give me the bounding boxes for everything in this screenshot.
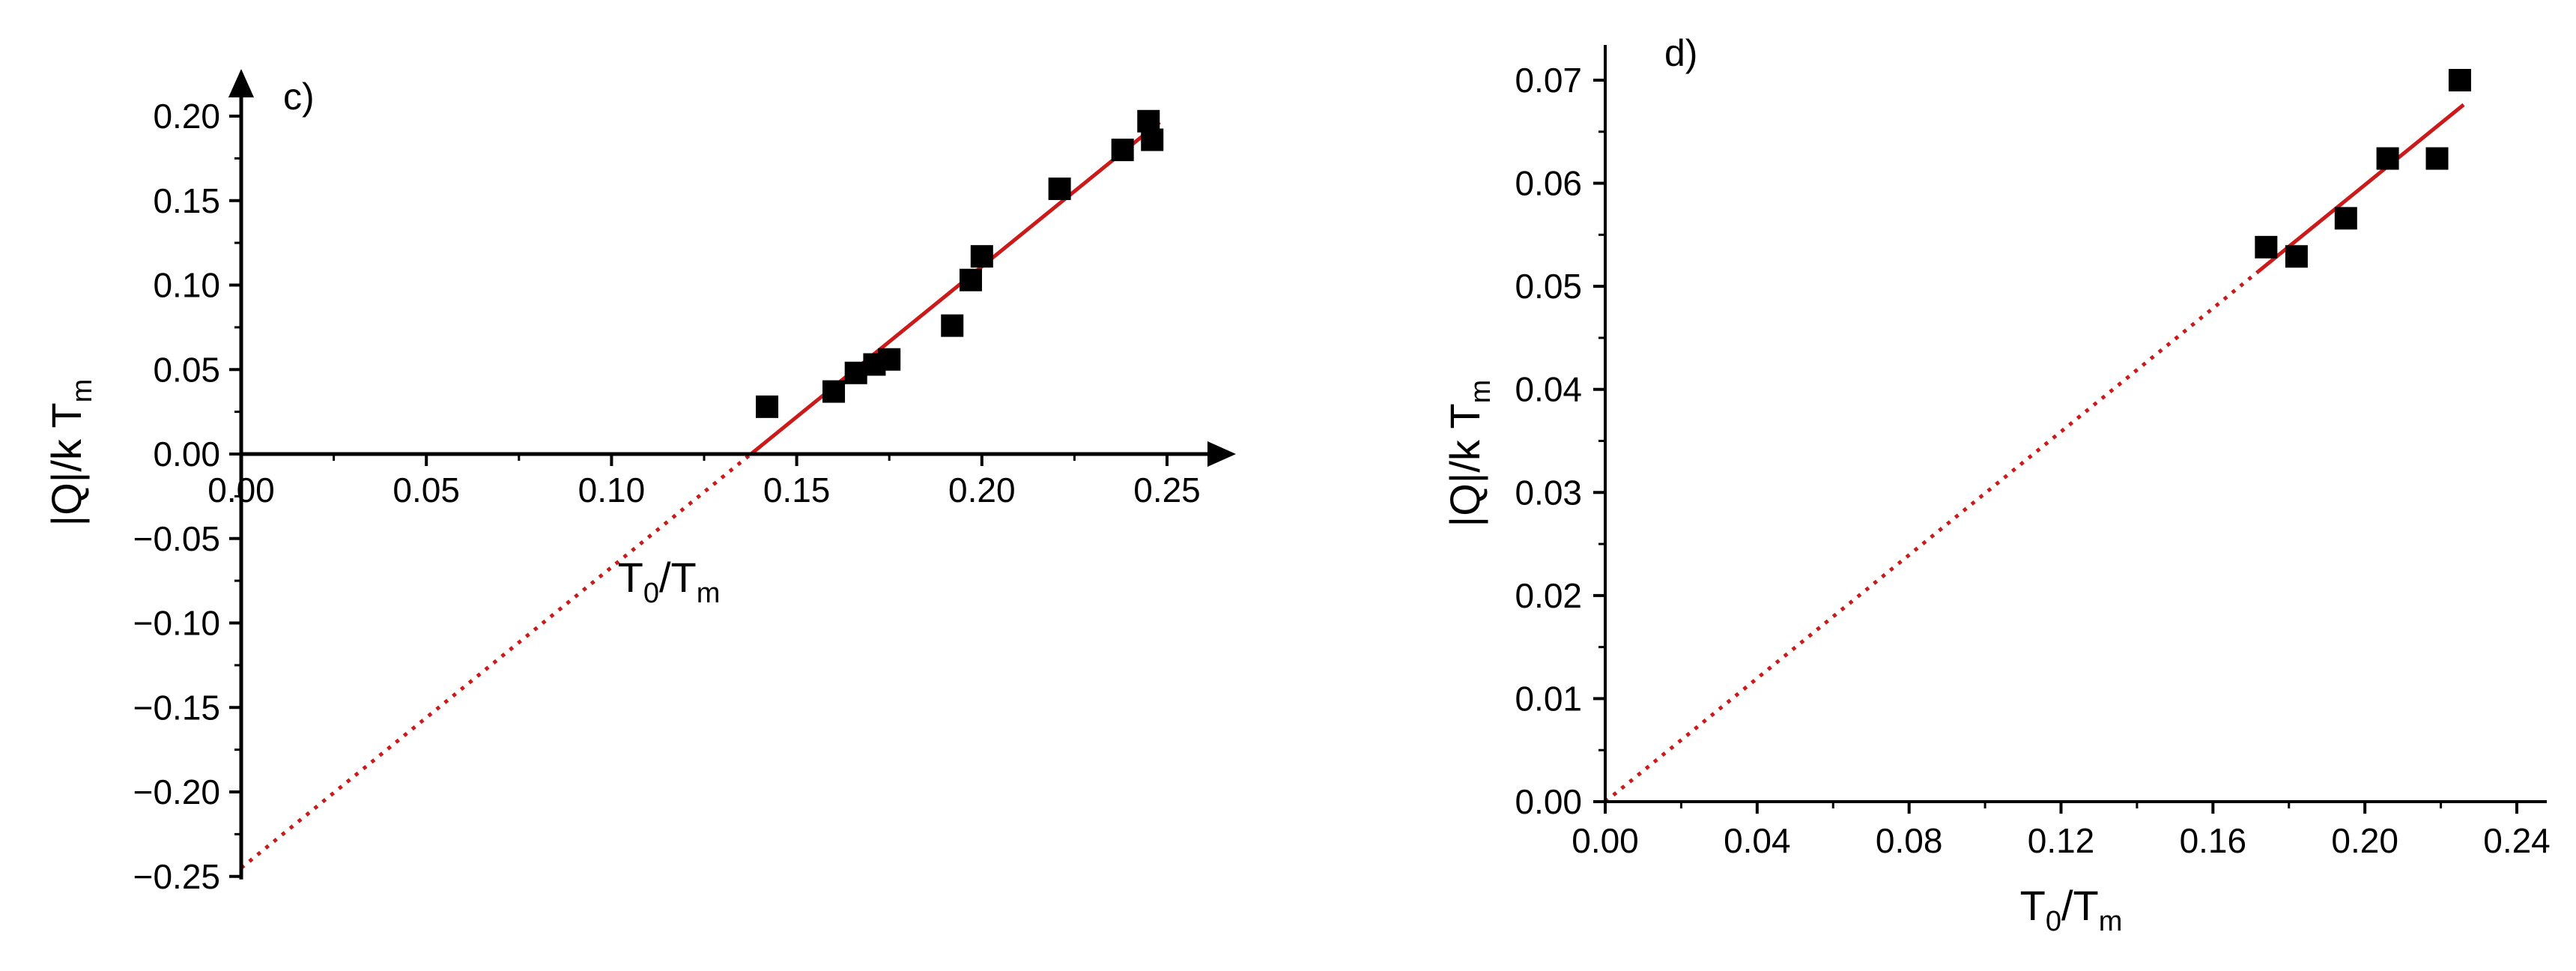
x-tick-label-c: 0.10	[578, 471, 646, 509]
x-tick-label-d: 0.08	[1876, 821, 1943, 860]
x-tick-label-d: 0.04	[1724, 821, 1791, 860]
panel-c: c) −0.25 −0.20 −0.15 −0.10 −0.05 0.00 0.05 0.10…	[43, 69, 1236, 896]
x-tick-label-c: 0.15	[763, 471, 831, 509]
fit-line-c	[749, 121, 1161, 456]
data-point-d	[2334, 207, 2357, 230]
data-point-c	[1111, 139, 1134, 162]
x-tick-label-c: 0.00	[207, 471, 275, 509]
x-axis-title-d: T0/Tm	[2020, 882, 2123, 937]
y-tick-label-d: 0.05	[1515, 267, 1582, 306]
y-tick-label-c: −0.05	[133, 519, 220, 558]
y-axis-title-d: |Q|/k Tm	[1441, 380, 1497, 527]
x-tick-label-d: 0.16	[2180, 821, 2247, 860]
y-tick-label-c: 0.10	[153, 266, 220, 305]
y-tick-label-d: 0.03	[1515, 473, 1582, 512]
x-tick-label-c: 0.05	[393, 471, 460, 509]
data-point-c	[970, 245, 993, 268]
panel-label-c: c)	[283, 76, 315, 118]
y-tick-label-c: 0.05	[153, 350, 220, 389]
y-tick-label-c: 0.00	[153, 435, 220, 474]
y-tick-label-d: 0.02	[1515, 576, 1582, 615]
data-point-d	[2425, 147, 2449, 170]
data-point-d	[2255, 235, 2278, 258]
y-tick-label-c: 0.15	[153, 181, 220, 220]
panel-d: d) 0.00 0.01 0.02 0.03 0.04 0.05 0.06 0.07 0.00 0…	[1441, 32, 2551, 937]
y-axis-title-c: |Q|/k Tm	[43, 379, 98, 527]
data-point-c	[878, 348, 901, 371]
y-tick-label-c: −0.15	[133, 688, 220, 727]
data-point-d	[2376, 147, 2399, 170]
y-tick-label-c: −0.20	[133, 772, 220, 811]
panel-label-d: d)	[1664, 32, 1697, 74]
x-tick-label-d: 0.00	[1572, 821, 1639, 860]
fit-line-d	[2257, 103, 2465, 273]
y-tick-label-c: 0.20	[153, 97, 220, 136]
y-tick-label-d: 0.00	[1515, 782, 1582, 821]
data-point-d	[2285, 245, 2308, 268]
fit-line-extrapolated-d	[1604, 270, 2260, 803]
y-tick-label-c: −0.10	[133, 604, 220, 643]
data-point-c	[1048, 177, 1071, 200]
y-axis-arrow-c	[228, 69, 254, 97]
data-point-c	[941, 314, 964, 337]
x-axis-arrow-c	[1207, 441, 1236, 467]
data-point-c	[1141, 128, 1164, 151]
y-tick-label-d: 0.06	[1515, 164, 1582, 203]
y-tick-label-d: 0.01	[1515, 679, 1582, 718]
y-tick-label-d: 0.07	[1515, 61, 1582, 100]
data-point-c	[822, 380, 846, 403]
y-tick-label-c: −0.25	[133, 857, 220, 896]
x-axis-title-c: T0/Tm	[618, 554, 721, 609]
x-tick-label-d: 0.12	[2028, 821, 2095, 860]
fit-line-extrapolated-c	[240, 453, 752, 870]
x-tick-label-c: 0.25	[1133, 471, 1201, 509]
x-tick-label-d: 0.20	[2331, 821, 2398, 860]
y-tick-label-d: 0.04	[1515, 370, 1582, 409]
x-tick-label-d: 0.24	[2483, 821, 2551, 860]
x-tick-label-c: 0.20	[948, 471, 1016, 509]
data-point-c	[756, 395, 779, 418]
data-point-d	[2448, 69, 2471, 91]
data-point-c	[959, 268, 982, 291]
